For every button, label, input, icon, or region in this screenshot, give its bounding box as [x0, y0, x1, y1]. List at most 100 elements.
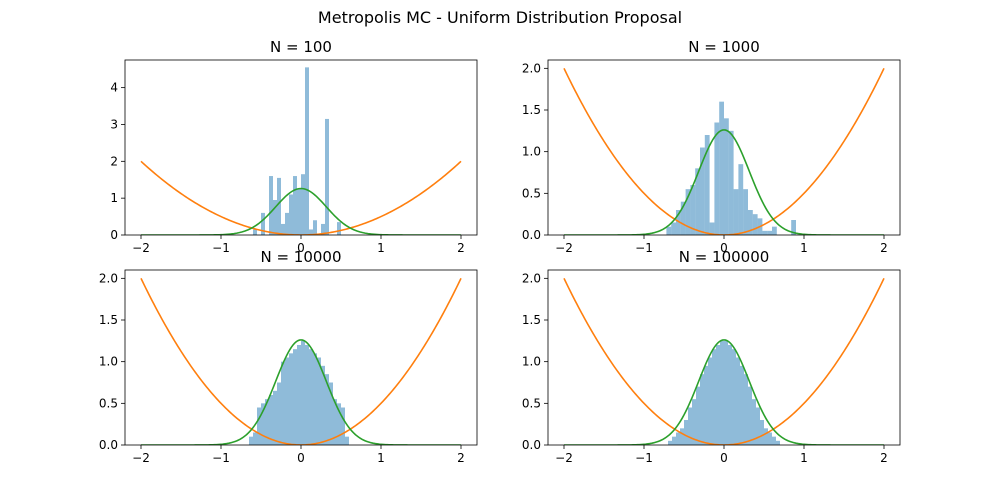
histogram-bar [325, 118, 329, 235]
y-tick-label: 0.0 [522, 438, 541, 452]
histogram-bar [253, 432, 257, 445]
histogram-bar [321, 365, 325, 445]
histogram-bar [680, 428, 684, 445]
histogram-bar [700, 374, 704, 445]
x-tick-label: 1 [377, 241, 385, 255]
x-tick-label: 1 [377, 451, 385, 465]
histogram-bar [301, 174, 305, 235]
histogram-bar [285, 357, 289, 445]
y-tick-label: 1 [110, 191, 118, 205]
histogram-bar [692, 399, 696, 445]
y-tick-label: 1.0 [522, 145, 541, 159]
histogram-bar [791, 220, 796, 235]
y-tick-label: 0.5 [99, 396, 118, 410]
x-tick-label: 1 [800, 451, 808, 465]
histogram-bar [736, 357, 740, 445]
y-tick-label: 0.0 [522, 228, 541, 242]
histogram-bar [305, 345, 309, 445]
histogram-bar [776, 440, 780, 445]
histogram-bar [293, 176, 297, 235]
histogram-bar [671, 222, 676, 235]
histogram-bar [768, 432, 772, 445]
x-tick-label: −2 [132, 451, 150, 465]
histogram-bar [676, 432, 680, 445]
histogram-bar [704, 135, 710, 235]
histogram-bar [301, 340, 305, 445]
histogram-bar [317, 357, 321, 445]
x-tick-label: 0 [297, 241, 305, 255]
histogram-bar [685, 189, 691, 235]
y-tick-label: 2.0 [99, 271, 118, 285]
x-tick-label: 0 [720, 241, 728, 255]
histogram-bar [269, 395, 273, 445]
histogram-bar [728, 130, 734, 235]
histogram-bar [756, 407, 760, 445]
histogram-bar [265, 399, 269, 445]
histogram-bar [337, 403, 341, 445]
subplot-1: −2 −1 0 1 2 0 1 2 3 4 N = 100 [110, 38, 478, 255]
histogram-bar [690, 185, 696, 235]
histogram-bar [764, 428, 768, 445]
histogram-bar [716, 345, 720, 445]
histogram-bar [724, 118, 729, 235]
histogram-bar [738, 164, 744, 235]
histogram-bar [309, 349, 313, 445]
y-tick-label: 0 [110, 228, 118, 242]
histogram-bar [273, 200, 277, 235]
y-tick-label: 1.5 [522, 103, 541, 117]
plot-area [140, 67, 462, 235]
potential-curve [140, 160, 462, 235]
histogram-bar [728, 345, 732, 445]
histogram-bar [714, 122, 720, 235]
histogram-bar [341, 407, 345, 445]
histogram-bar [700, 147, 705, 235]
histogram-bar [695, 168, 700, 235]
x-tick-label: 0 [720, 451, 728, 465]
histogram-bar [720, 340, 724, 445]
figure-suptitle: Metropolis MC - Uniform Distribution Pro… [318, 8, 682, 27]
histogram-bar [289, 194, 293, 235]
histogram-bar [762, 230, 768, 235]
histogram-bar [253, 229, 257, 235]
histogram-bar [676, 210, 681, 235]
potential-curve [563, 277, 885, 445]
histogram-bar [772, 226, 777, 235]
histogram-bar [273, 390, 277, 445]
subplot-title: N = 100000 [679, 248, 770, 266]
histogram-bar [760, 420, 764, 445]
histogram-bar [732, 349, 736, 445]
y-tick-label: 1.0 [522, 355, 541, 369]
histogram-bar [261, 212, 265, 235]
histogram-bar [277, 382, 281, 445]
histogram-bar [313, 220, 317, 235]
histogram-bar [767, 230, 772, 235]
histogram-bar [337, 222, 341, 235]
histogram-bar [708, 357, 712, 445]
x-tick-label: 2 [880, 451, 888, 465]
histogram-bar [325, 374, 329, 445]
histogram-bar [748, 386, 752, 445]
subplot-title: N = 100 [270, 38, 332, 56]
x-tick-label: −1 [635, 451, 653, 465]
histogram-bar [684, 420, 688, 445]
histogram-bar [309, 229, 313, 235]
histogram-bar [740, 365, 744, 445]
histogram-bar [329, 382, 333, 445]
histogram-bar [345, 436, 349, 445]
x-tick-label: −2 [555, 241, 573, 255]
histogram-bar [666, 226, 672, 235]
histogram-bar [668, 440, 672, 445]
histogram-bar [297, 188, 301, 235]
subplot-title: N = 1000 [688, 38, 760, 56]
potential-curve [563, 67, 885, 235]
histogram-bar [752, 399, 756, 445]
histogram-bar [709, 222, 715, 235]
x-tick-label: −1 [212, 241, 230, 255]
y-tick-label: 0.5 [522, 396, 541, 410]
histogram-bar [743, 189, 748, 235]
histogram-bar [285, 212, 289, 235]
histogram-bar [261, 403, 265, 445]
histogram-bar [696, 386, 700, 445]
subplot-title: N = 10000 [260, 248, 341, 266]
